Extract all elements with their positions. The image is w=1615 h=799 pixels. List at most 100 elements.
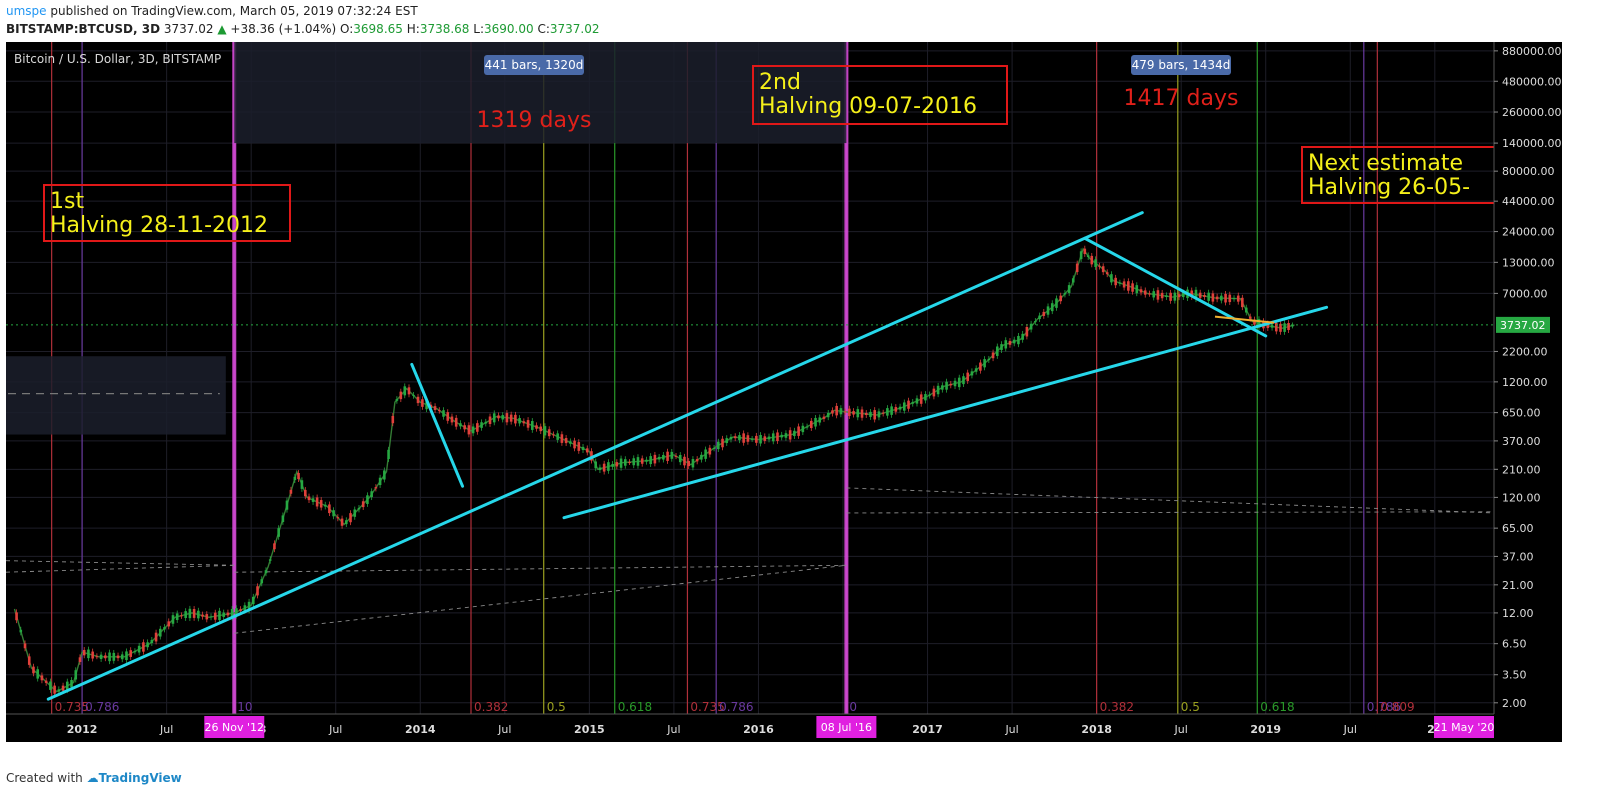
range-days-label: 1417 days bbox=[1124, 86, 1239, 111]
dashed-guide-line bbox=[846, 511, 1495, 514]
candle-body bbox=[395, 399, 399, 401]
candle-body bbox=[1059, 295, 1063, 302]
candle-body bbox=[1215, 296, 1219, 300]
candle-body bbox=[733, 436, 737, 439]
price-axis[interactable]: 2.00 3.50 6.50 12.00 21.00 37.00 65.00 120.00 21… bbox=[1493, 42, 1562, 742]
candle-body bbox=[370, 491, 373, 498]
candle-body bbox=[1228, 294, 1232, 303]
candle-body bbox=[235, 608, 238, 616]
price-tick-label: 37.00 bbox=[1502, 550, 1534, 563]
candle-body bbox=[488, 416, 492, 424]
candle-body bbox=[289, 489, 293, 494]
time-highlight-badge bbox=[1434, 716, 1494, 738]
candle-body bbox=[953, 380, 957, 387]
price-tick-label: 13000.00 bbox=[1502, 256, 1555, 269]
candle-body bbox=[1139, 289, 1143, 293]
candle-body bbox=[311, 498, 315, 502]
candle-body bbox=[1079, 251, 1083, 260]
candle-body bbox=[911, 401, 915, 404]
candle-body bbox=[1266, 323, 1270, 329]
candle-body bbox=[505, 413, 509, 423]
candle-body bbox=[704, 449, 707, 459]
candle-body bbox=[336, 517, 340, 519]
candle-body bbox=[801, 425, 805, 433]
candle-body bbox=[674, 455, 678, 457]
annotation-line-2: Halving 28-11-2012 bbox=[50, 213, 268, 238]
candle-body bbox=[645, 459, 648, 462]
candle-body bbox=[344, 520, 348, 525]
candle-body bbox=[619, 458, 623, 468]
candle-body bbox=[687, 460, 691, 467]
candle-body bbox=[277, 528, 280, 537]
time-tick-label: Jul bbox=[1004, 723, 1018, 736]
open-value: 3698.65 bbox=[353, 22, 403, 36]
candle-body bbox=[129, 650, 133, 657]
candle-body bbox=[1194, 289, 1198, 300]
time-axis[interactable]: 2012Jul2013Jul2014Jul2015Jul2016Jul2017J… bbox=[6, 713, 1562, 742]
candle-body bbox=[133, 651, 137, 653]
high-label: H: bbox=[406, 22, 420, 36]
candle-body bbox=[57, 689, 61, 692]
close-value: 3737.02 bbox=[549, 22, 600, 36]
candle-body bbox=[526, 420, 530, 428]
publisher-user-link[interactable]: umspe bbox=[6, 4, 47, 18]
candle-body bbox=[581, 446, 585, 451]
candle-body bbox=[192, 609, 196, 618]
candle-body bbox=[65, 681, 69, 691]
fib-time-label: 0.5 bbox=[547, 700, 566, 714]
candle-body bbox=[826, 412, 830, 418]
candle-body bbox=[1110, 274, 1113, 283]
candle-body bbox=[881, 412, 885, 414]
price-tick-label: 1200.00 bbox=[1502, 376, 1548, 389]
publisher-line: umspe published on TradingView.com, Marc… bbox=[6, 4, 418, 18]
candle-body bbox=[1190, 290, 1194, 298]
candle-body bbox=[378, 477, 382, 486]
candle-body bbox=[1083, 248, 1087, 254]
candle-body bbox=[890, 406, 893, 415]
candle-body bbox=[1274, 322, 1278, 332]
candle-body bbox=[678, 454, 682, 463]
candle-body bbox=[725, 438, 729, 444]
price-tick-label: 6.50 bbox=[1502, 638, 1527, 651]
candle-body bbox=[421, 399, 424, 407]
candle-body bbox=[32, 666, 35, 674]
candle-body bbox=[1283, 323, 1286, 332]
candle-body bbox=[484, 421, 488, 424]
candle-body bbox=[1000, 344, 1003, 351]
candle-body bbox=[1008, 341, 1012, 345]
fib-time-label: 0.735 bbox=[55, 700, 89, 714]
candle-body bbox=[399, 391, 403, 400]
candle-body bbox=[1114, 277, 1117, 286]
candle-body bbox=[708, 447, 712, 455]
candle-body bbox=[201, 614, 204, 617]
time-tick-label: Jul bbox=[159, 723, 173, 736]
candle-body bbox=[590, 451, 593, 461]
candle-body bbox=[991, 352, 995, 359]
candle-body bbox=[898, 406, 902, 410]
candle-body bbox=[188, 608, 192, 619]
trendline bbox=[46, 211, 1144, 701]
candle-body bbox=[1090, 255, 1094, 265]
candle-body bbox=[23, 643, 27, 649]
range-shade-2 bbox=[6, 356, 226, 435]
candle-body bbox=[125, 651, 128, 661]
price-tick-label: 2200.00 bbox=[1502, 345, 1548, 358]
candle-body bbox=[1287, 323, 1290, 331]
price-tick-label: 65.00 bbox=[1502, 522, 1534, 535]
candle-body bbox=[649, 456, 652, 465]
candle-body bbox=[15, 612, 18, 621]
candle-body bbox=[1050, 303, 1054, 312]
candle-body bbox=[154, 632, 158, 642]
candle-body bbox=[924, 394, 927, 401]
candle-body bbox=[1148, 293, 1151, 295]
tradingview-brand[interactable]: TradingView bbox=[98, 771, 182, 785]
time-tick-label: 2016 bbox=[743, 723, 774, 736]
candle-body bbox=[332, 510, 335, 517]
time-highlight-badge bbox=[204, 716, 265, 738]
chart-title: Bitcoin / U.S. Dollar, 3D, BITSTAMP bbox=[14, 52, 221, 66]
chart-frame[interactable]: 0.735 0.786 10 0.382 0.5 0.618 0.735 0.786 0 0.38… bbox=[5, 42, 1562, 742]
candle-body bbox=[594, 461, 598, 469]
candle-body bbox=[695, 459, 699, 462]
